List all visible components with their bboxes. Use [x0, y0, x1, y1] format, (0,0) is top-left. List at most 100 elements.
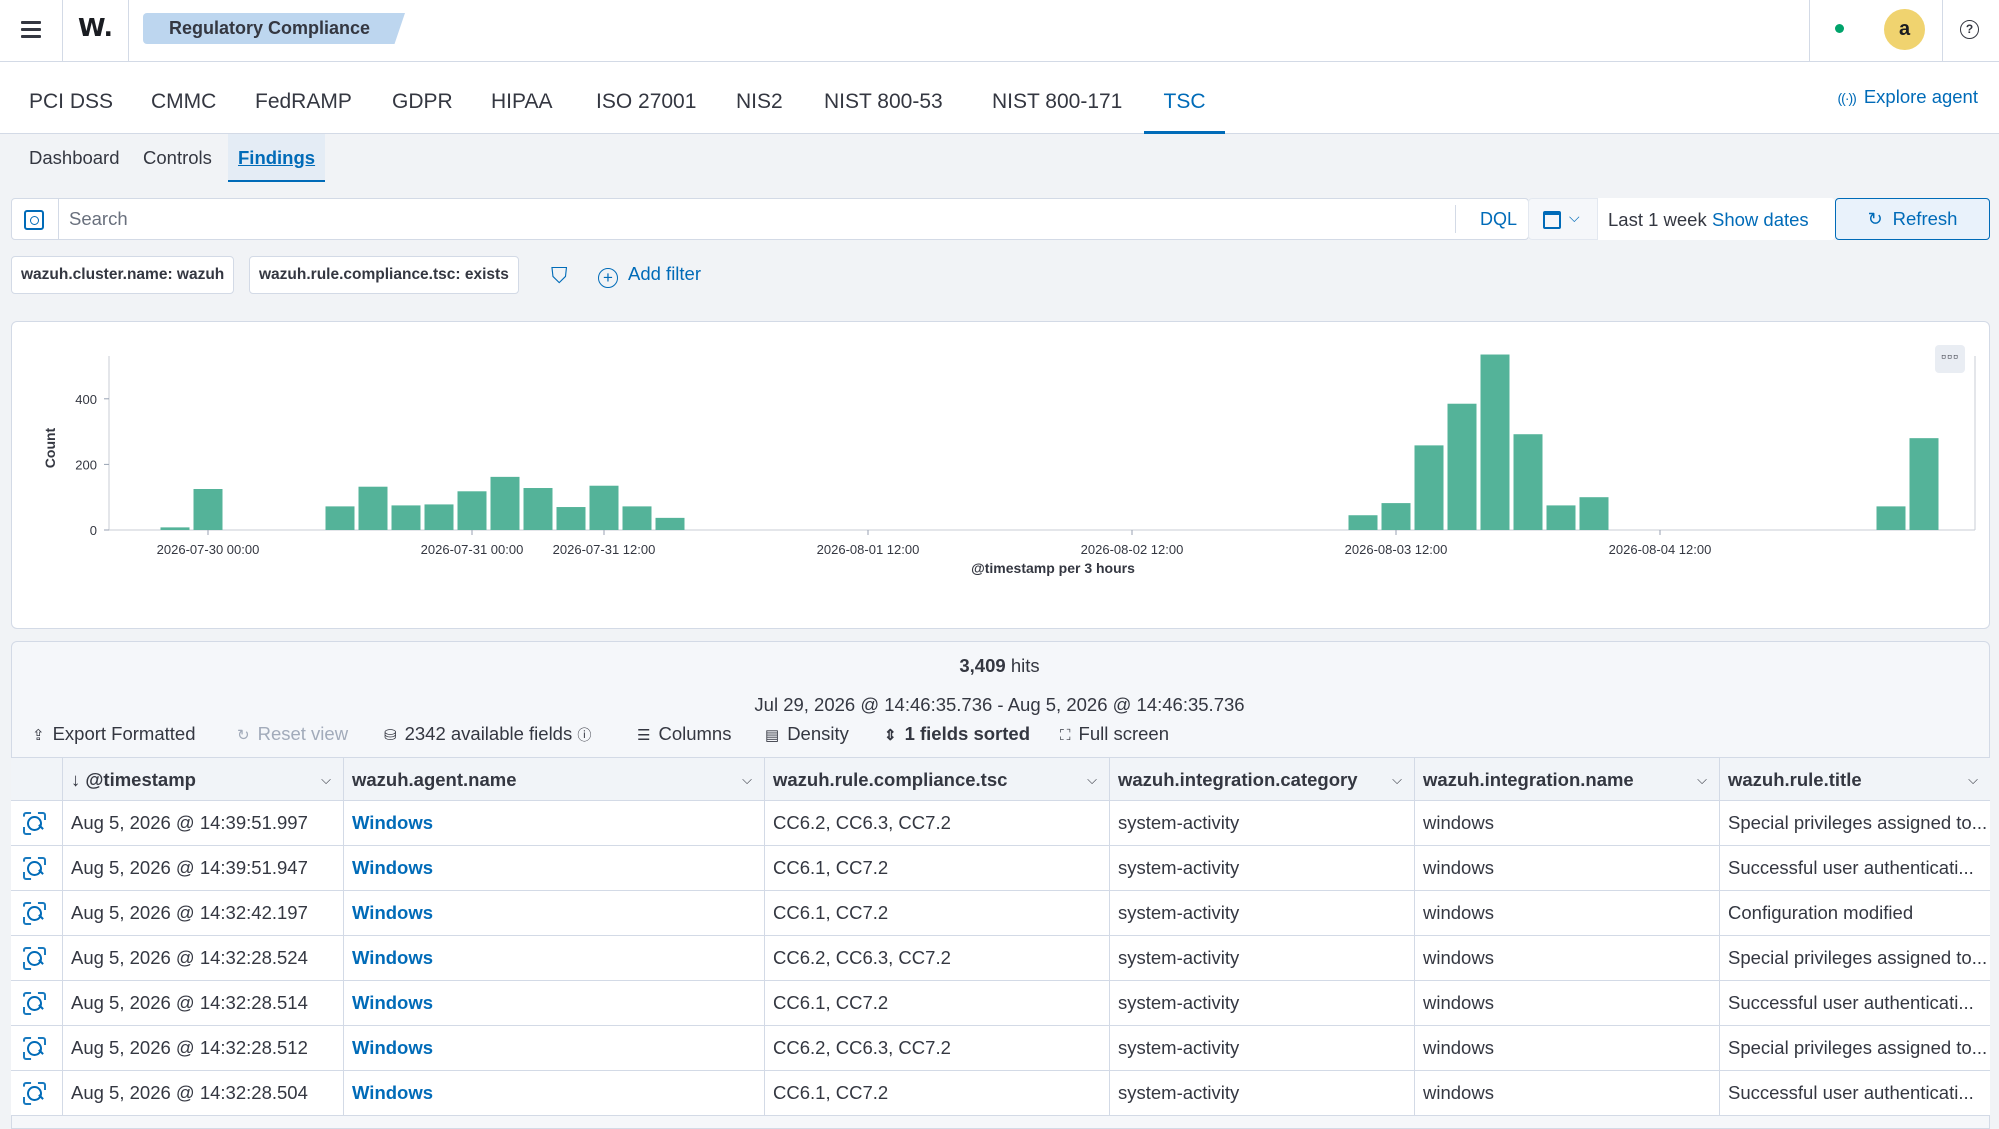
saved-queries-icon[interactable]: [24, 210, 44, 230]
x-tick-label: 2026-07-30 00:00: [157, 542, 260, 557]
histogram-bar: [1876, 506, 1906, 530]
column-header-rule-title[interactable]: wazuh.rule.title ⌵: [1720, 758, 1990, 801]
columns-button[interactable]: ☰ Columns: [637, 723, 732, 744]
tab-fedramp[interactable]: FedRAMP: [255, 90, 352, 113]
histogram-bar: [358, 486, 388, 530]
tab-controls[interactable]: Controls: [143, 147, 212, 168]
histogram-bar: [556, 507, 586, 530]
timestamp-cell: Aug 5, 2026 @ 14:39:51.997: [63, 801, 344, 845]
avatar[interactable]: a: [1884, 9, 1925, 50]
inspect-document-icon[interactable]: [25, 859, 44, 878]
x-tick-label: 2026-08-03 12:00: [1345, 542, 1448, 557]
y-tick-label: 0: [90, 523, 97, 538]
timestamp-cell: Aug 5, 2026 @ 14:32:28.512: [63, 1026, 344, 1070]
histogram-bar: [391, 505, 421, 530]
tab-tsc[interactable]: TSC: [1144, 62, 1225, 134]
search-input[interactable]: [69, 199, 1459, 239]
column-header-agent-name[interactable]: wazuh.agent.name ⌵: [344, 758, 765, 801]
agent-name-cell[interactable]: Windows: [344, 846, 765, 890]
add-filter-button[interactable]: + Add filter: [598, 263, 701, 288]
chevron-down-icon[interactable]: ⌵: [1392, 772, 1402, 787]
inspect-document-icon[interactable]: [25, 949, 44, 968]
available-fields-button[interactable]: ⛁ 2342 available fields ⓘ: [384, 723, 592, 744]
filter-pill[interactable]: wazuh.cluster.name: wazuh: [11, 256, 235, 294]
timestamp-cell: Aug 5, 2026 @ 14:32:28.514: [63, 981, 344, 1025]
compliance-tabs: PCI DSS CMMC FedRAMP GDPR HIPAA ISO 2700…: [0, 62, 1999, 134]
tab-dashboard[interactable]: Dashboard: [29, 147, 120, 168]
inspect-document-icon[interactable]: [25, 904, 44, 923]
histogram-bar: [1513, 434, 1543, 530]
histogram-bar: [1480, 354, 1510, 530]
chart-options-icon[interactable]: ▫▫▫: [1935, 345, 1965, 373]
integration-category-cell: system-activity: [1110, 891, 1415, 935]
show-dates-link[interactable]: Show dates: [1712, 209, 1809, 230]
filter-icon[interactable]: ⛉: [551, 263, 568, 288]
timestamp-cell: Aug 5, 2026 @ 14:32:28.504: [63, 1071, 344, 1115]
tab-hipaa[interactable]: HIPAA: [491, 90, 553, 113]
x-tick-label: 2026-07-31 12:00: [553, 542, 656, 557]
breadcrumb[interactable]: Regulatory Compliance: [143, 13, 405, 44]
inspect-document-icon[interactable]: [25, 1084, 44, 1103]
chevron-down-icon[interactable]: ⌵: [1697, 772, 1707, 787]
table-row: Aug 5, 2026 @ 14:32:28.512 Windows CC6.2, …: [11, 1026, 1990, 1071]
column-header-timestamp[interactable]: ↓ @timestamp ⌵: [63, 758, 344, 801]
full-screen-button[interactable]: ⛶ Full screen: [1060, 723, 1169, 744]
sort-fields-button[interactable]: ⇕ 1 fields sorted: [884, 723, 1031, 744]
refresh-button[interactable]: ↻ Refresh: [1835, 198, 1990, 240]
rule-title-cell: Special privileges assigned to...: [1728, 812, 1988, 833]
quick-select-button[interactable]: ⌵: [1528, 198, 1598, 240]
integration-name-cell: windows: [1415, 846, 1720, 890]
compliance-tsc-cell: CC6.1, CC7.2: [765, 1071, 1110, 1115]
inspect-document-icon[interactable]: [25, 814, 44, 833]
histogram-bar: [1447, 403, 1477, 530]
export-formatted-button[interactable]: ⇪ Export Formatted: [32, 723, 196, 744]
divider: [62, 0, 63, 62]
integration-category-cell: system-activity: [1110, 1071, 1415, 1115]
integration-category-cell: system-activity: [1110, 801, 1415, 845]
chevron-down-icon[interactable]: ⌵: [742, 772, 752, 787]
dql-toggle[interactable]: DQL: [1480, 209, 1518, 229]
filter-pill[interactable]: wazuh.rule.compliance.tsc: exists: [249, 256, 519, 294]
help-icon[interactable]: ?: [1960, 20, 1979, 39]
logo[interactable]: W.: [78, 13, 114, 42]
histogram-bar: [1414, 445, 1444, 530]
column-header-integration-category[interactable]: wazuh.integration.category ⌵: [1110, 758, 1415, 801]
inspect-document-icon[interactable]: [25, 1039, 44, 1058]
search-bar: DQL: [11, 198, 1529, 240]
row-actions: [11, 981, 63, 1025]
divider: [1942, 0, 1943, 62]
inspect-document-icon[interactable]: [25, 994, 44, 1013]
agent-name-cell[interactable]: Windows: [344, 1026, 765, 1070]
tab-pci-dss[interactable]: PCI DSS: [29, 90, 114, 113]
chevron-down-icon[interactable]: ⌵: [1968, 772, 1978, 787]
chevron-down-icon[interactable]: ⌵: [1087, 772, 1097, 787]
chevron-down-icon[interactable]: ⌵: [321, 772, 331, 787]
agent-name-cell[interactable]: Windows: [344, 936, 765, 980]
tab-iso-27001[interactable]: ISO 27001: [596, 90, 697, 113]
agent-name-cell[interactable]: Windows: [344, 981, 765, 1025]
x-tick-label: 2026-08-02 12:00: [1081, 542, 1184, 557]
tab-nist-800-53[interactable]: NIST 800-53: [824, 90, 943, 113]
tab-nist-800-171[interactable]: NIST 800-171: [992, 90, 1123, 113]
column-header-integration-name[interactable]: wazuh.integration.name ⌵: [1415, 758, 1720, 801]
sub-tabs: Dashboard Controls Findings: [0, 134, 1999, 182]
integration-name-cell: windows: [1415, 801, 1720, 845]
rule-title-cell: Special privileges assigned to...: [1728, 1037, 1988, 1058]
tab-findings[interactable]: Findings: [228, 134, 326, 182]
table-row: Aug 5, 2026 @ 14:32:28.504 Windows CC6.1, …: [11, 1071, 1990, 1116]
column-header-compliance-tsc[interactable]: wazuh.rule.compliance.tsc ⌵: [765, 758, 1110, 801]
density-button[interactable]: ▤ Density: [765, 723, 849, 744]
agent-name-cell[interactable]: Windows: [344, 891, 765, 935]
compliance-tsc-cell: CC6.2, CC6.3, CC7.2: [765, 801, 1110, 845]
agent-name-cell[interactable]: Windows: [344, 801, 765, 845]
tab-gdpr[interactable]: GDPR: [392, 90, 453, 113]
tab-nis2[interactable]: NIS2: [736, 90, 783, 113]
tab-cmmc[interactable]: CMMC: [151, 90, 217, 113]
explore-agent-button[interactable]: ((·)) Explore agent: [1837, 86, 1978, 107]
agent-name-cell[interactable]: Windows: [344, 1071, 765, 1115]
reset-view-button[interactable]: ↻ Reset view: [237, 723, 349, 744]
table-row: Aug 5, 2026 @ 14:32:42.197 Windows CC6.1, …: [11, 891, 1990, 936]
histogram-bar: [193, 489, 223, 530]
menu-icon[interactable]: [18, 16, 44, 42]
compliance-tsc-cell: CC6.1, CC7.2: [765, 846, 1110, 890]
